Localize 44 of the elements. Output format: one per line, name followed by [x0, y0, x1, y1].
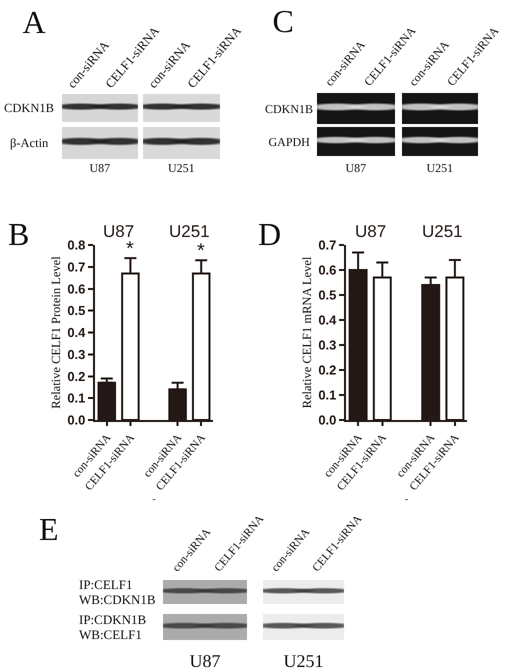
category-label: IP:CELF1 WB:CDKN1B — [79, 576, 156, 608]
chart-title: B — [8, 216, 30, 252]
y-tick-label: 0.4 — [318, 312, 338, 328]
y-tick-label: 0.5 — [318, 288, 336, 303]
y-tick-label: 0.8 — [67, 238, 86, 253]
text: U87 — [103, 222, 134, 241]
category-label: β-Actin — [10, 136, 48, 150]
y-tick-label: 0.3 — [67, 346, 86, 362]
data-label: * — [197, 240, 205, 262]
text: C — [272, 3, 294, 39]
y-tick-label: 0.3 — [318, 338, 336, 353]
y-tick-label: 0.1 — [67, 390, 86, 406]
y-tick-label: 0.2 — [318, 362, 336, 378]
text: U87 — [90, 161, 110, 175]
text: U251 — [426, 161, 454, 175]
chart-title: D — [258, 216, 282, 252]
category-label: CDKN1B — [265, 102, 314, 116]
category-label: GAPDH — [268, 134, 310, 148]
text: A — [22, 4, 46, 40]
text: E — [39, 511, 59, 547]
text: U87 — [355, 222, 386, 241]
category-label: CDKN1B — [4, 100, 54, 114]
data-label: * — [126, 238, 134, 260]
text: U251 — [422, 222, 463, 241]
y-tick-label: 0.6 — [67, 281, 86, 296]
text: U87 — [346, 161, 366, 175]
text: U87 — [190, 651, 220, 671]
y-tick-label: 0.7 — [318, 238, 336, 253]
category-label: IP:CDKN1B WB:CELF1 — [79, 612, 146, 642]
x-axis-title: - — [152, 494, 156, 505]
text: U251 — [284, 651, 324, 671]
y-tick-label: 0.4 — [67, 325, 86, 340]
text: U251 — [168, 161, 195, 175]
x-axis-title: - — [404, 494, 408, 505]
y-tick-label: 0.0 — [318, 412, 336, 428]
y-tick-label: 0.0 — [67, 412, 86, 428]
y-tick-label: 0.1 — [318, 388, 336, 403]
y-axis-title: Relative CELF1 mRNA Level — [300, 256, 314, 408]
y-tick-label: 0.2 — [67, 368, 86, 384]
y-axis-title: Relative CELF1 Protein Level — [48, 256, 63, 409]
y-tick-label: 0.5 — [67, 303, 86, 318]
y-tick-label: 0.7 — [67, 259, 86, 274]
y-tick-label: 0.6 — [318, 262, 336, 278]
text: U251 — [169, 222, 210, 241]
